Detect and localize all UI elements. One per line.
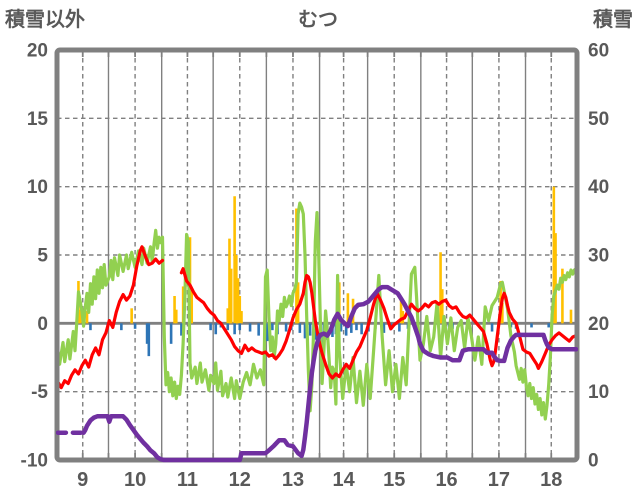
- x-axis-tick: 13: [282, 469, 304, 491]
- x-axis-tick: 9: [77, 469, 88, 491]
- right-axis-tick: 30: [588, 246, 609, 267]
- left-axis-tick: 0: [37, 314, 48, 335]
- left-axis-title: 積雪以外: [5, 9, 85, 31]
- left-axis-tick: -10: [21, 451, 48, 472]
- right-axis-tick: 20: [588, 314, 609, 335]
- x-axis-tick: 15: [383, 469, 405, 491]
- x-axis-tick: 18: [540, 469, 562, 491]
- left-axis-tick: 10: [27, 177, 48, 198]
- x-axis-tick: 17: [488, 469, 510, 491]
- right-axis-tick: 50: [588, 109, 609, 130]
- x-axis-tick: 11: [177, 469, 198, 491]
- x-axis-tick: 14: [332, 469, 355, 491]
- x-axis-tick: 10: [124, 469, 146, 491]
- right-axis-tick: 40: [588, 177, 609, 198]
- x-axis-tick: 16: [435, 469, 457, 491]
- left-axis-tick: 15: [27, 109, 49, 130]
- chart-title: むつ: [298, 9, 338, 31]
- x-axis-tick: 12: [229, 469, 251, 491]
- right-axis-tick: 10: [588, 382, 609, 403]
- right-axis-tick: 0: [588, 451, 599, 472]
- left-axis-tick: 5: [37, 246, 48, 267]
- right-axis-title: 積雪: [593, 9, 633, 31]
- left-axis-tick: 20: [27, 41, 48, 62]
- right-axis-tick: 60: [588, 41, 609, 62]
- left-axis-tick: -5: [31, 382, 48, 403]
